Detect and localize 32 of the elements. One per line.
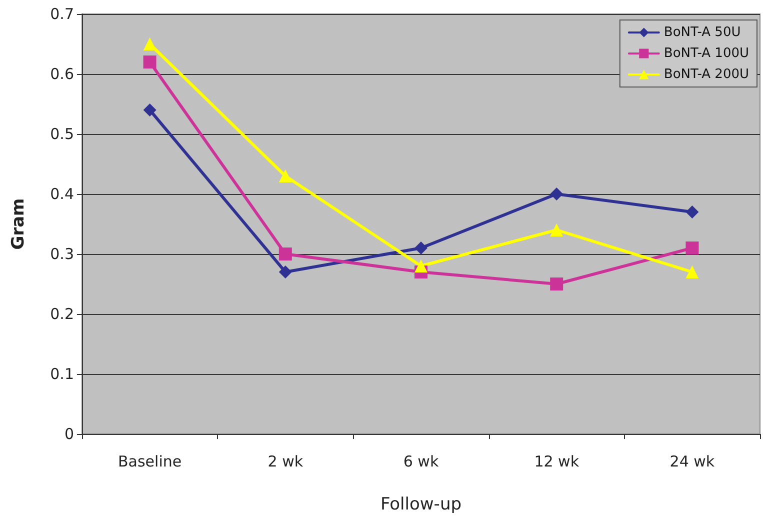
x-tick-label: 12 wk (534, 452, 580, 470)
legend-label: BoNT-A 50U (664, 25, 741, 40)
point (278, 170, 292, 182)
y-tick-label: 0.2 (50, 305, 74, 323)
point (278, 266, 292, 278)
y-tick-label: 0 (64, 425, 74, 443)
point (414, 242, 428, 254)
point (143, 38, 156, 50)
y-tick-label: 0.7 (50, 5, 74, 23)
x-tick-label: 24 wk (670, 452, 715, 470)
y-tick-label: 0.1 (50, 365, 74, 383)
x-tick-label: 6 wk (403, 452, 439, 470)
point (550, 188, 564, 200)
point (686, 206, 699, 218)
y-tick-label: 0.6 (50, 65, 74, 83)
x-tick-label: 2 wk (268, 452, 304, 470)
x-axis-title: Follow-up (380, 494, 462, 514)
point (550, 224, 564, 236)
point (143, 56, 156, 68)
point (278, 248, 292, 260)
point (143, 104, 156, 116)
point (686, 242, 699, 254)
legend-label: BoNT-A 200U (664, 67, 750, 82)
legend-label: BoNT-A 100U (664, 46, 750, 61)
point (414, 260, 428, 272)
y-tick-label: 0.3 (50, 245, 74, 263)
y-tick-label: 0.5 (50, 125, 74, 143)
point (550, 278, 564, 290)
point (686, 266, 699, 278)
y-axis-title: Gram (8, 198, 28, 250)
x-tick-label: Baseline (118, 452, 182, 470)
y-tick-label: 0.4 (50, 185, 74, 203)
